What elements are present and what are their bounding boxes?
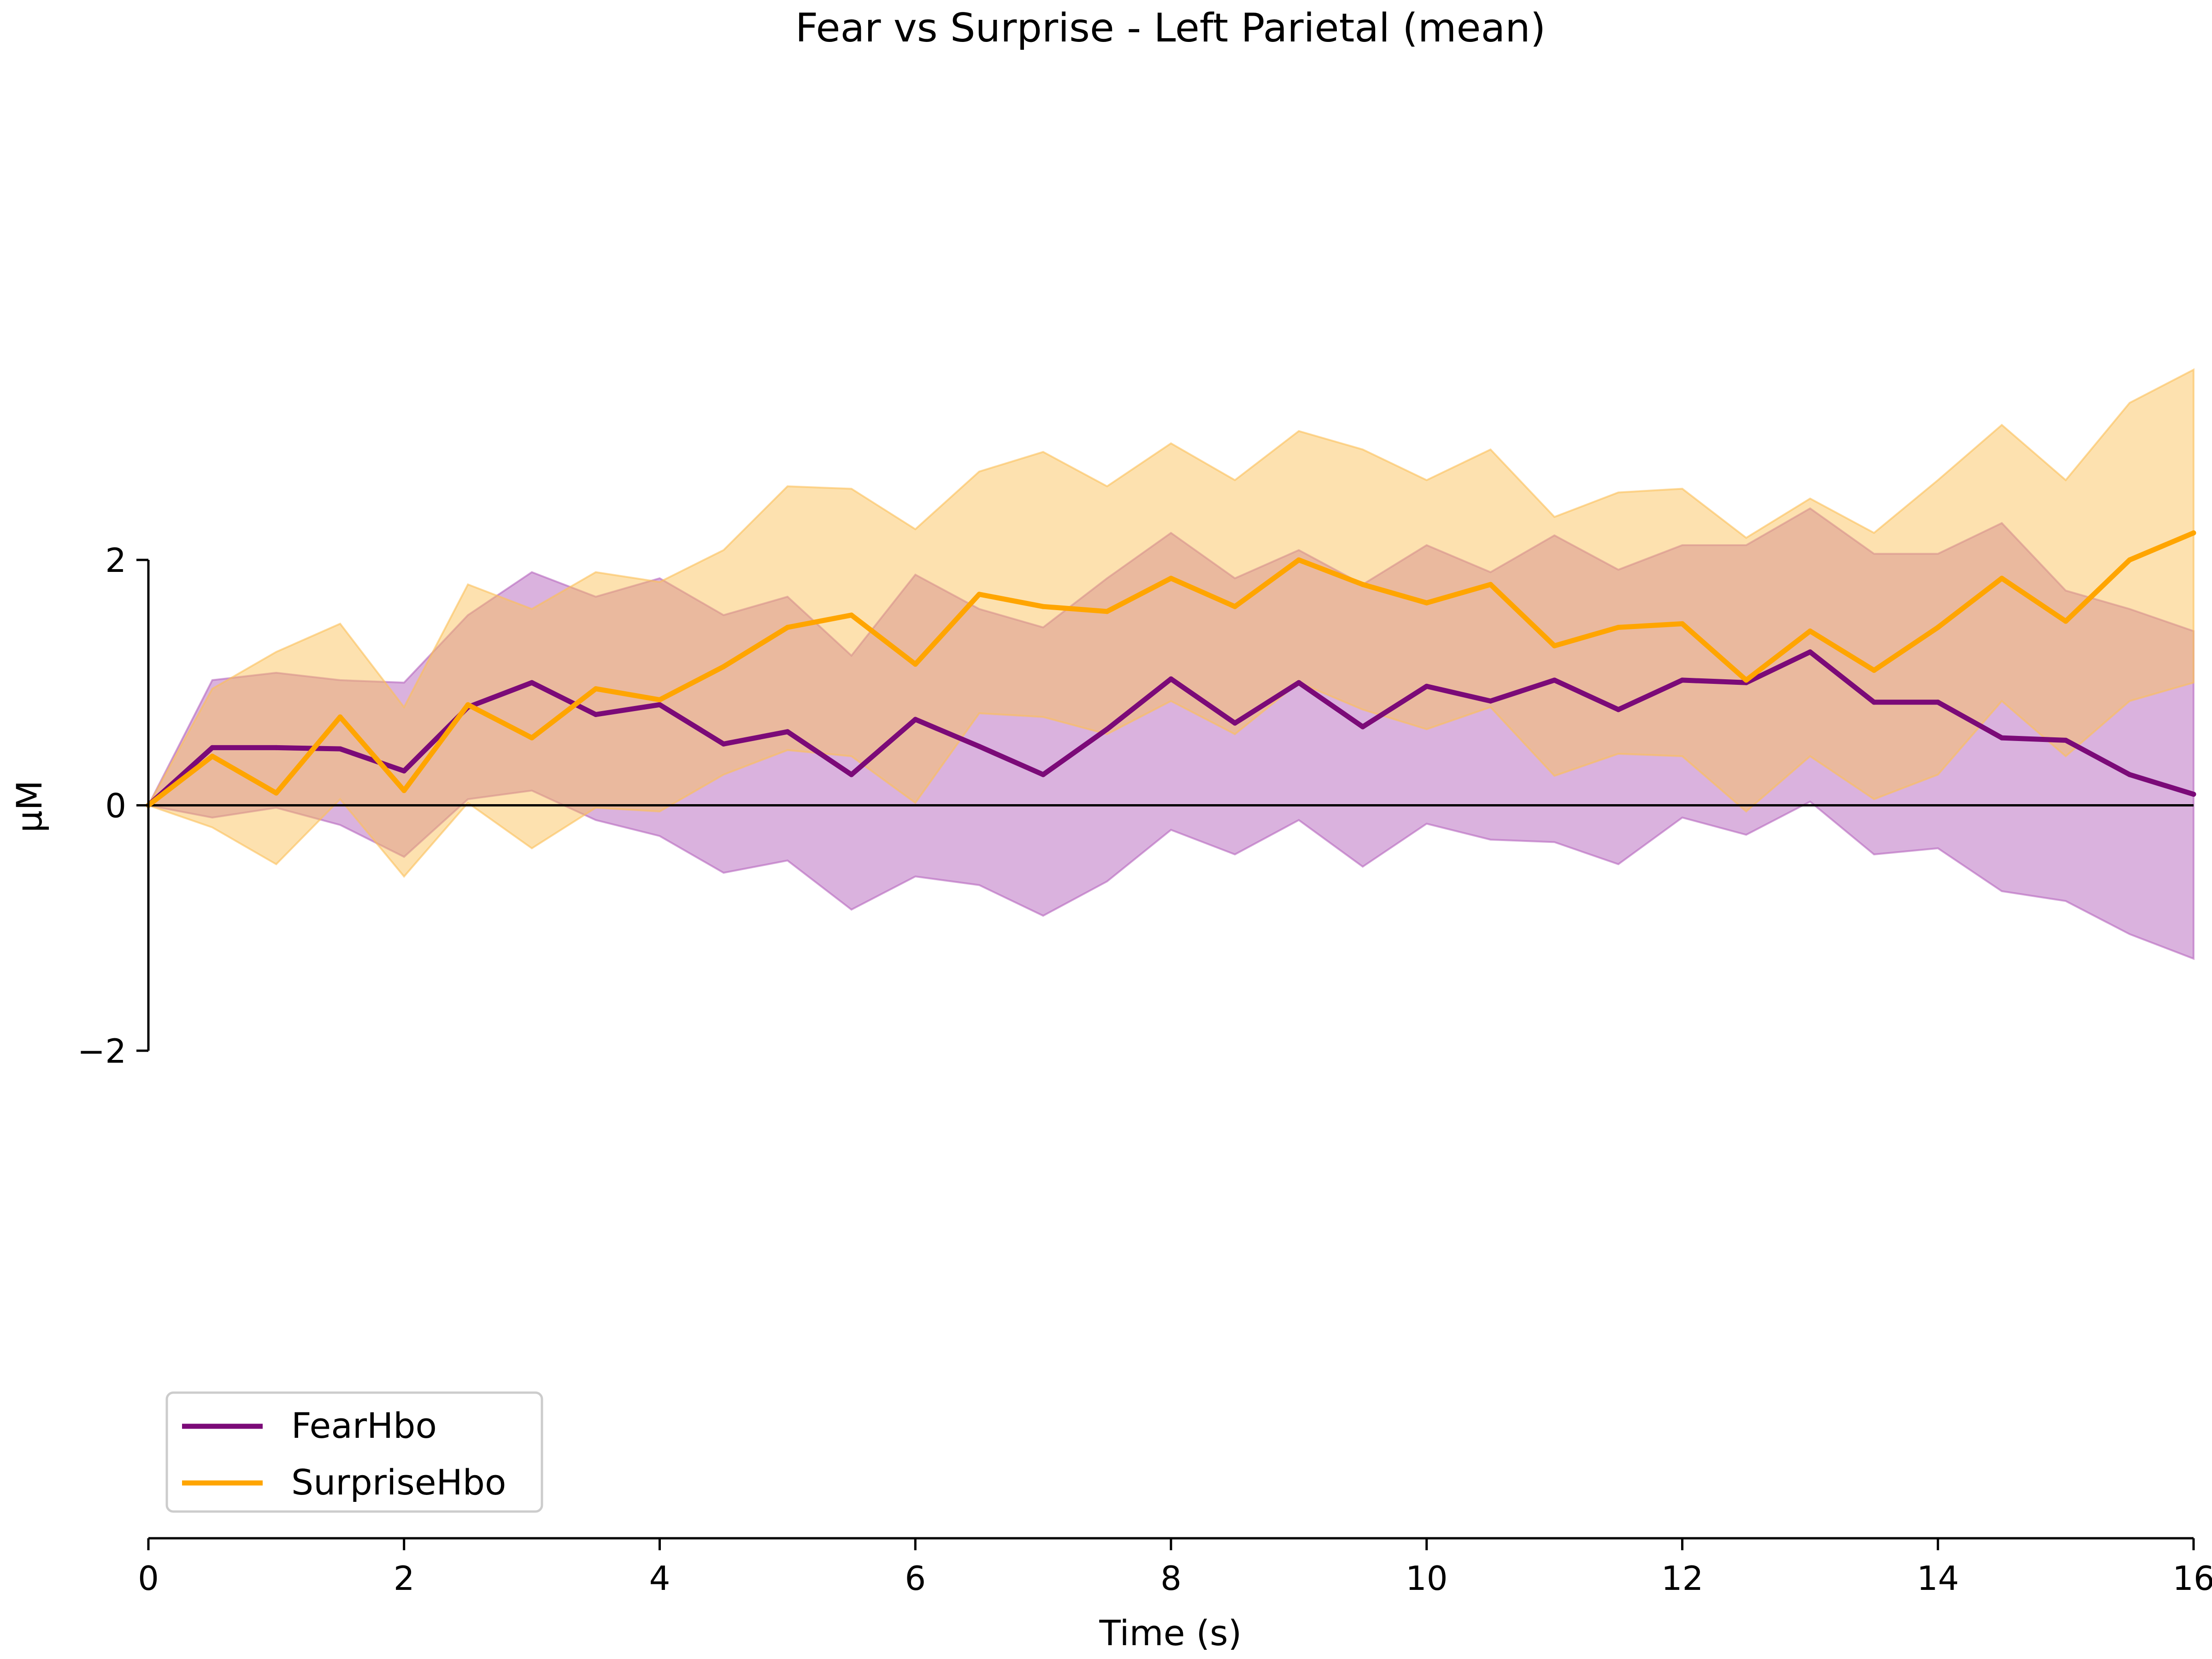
data-point-FearHbo — [1232, 720, 1238, 726]
data-point-SurpriseHbo — [1935, 624, 1941, 630]
legend-label-fear: FearHbo — [291, 1405, 437, 1446]
data-point-SurpriseHbo — [2127, 557, 2132, 563]
data-point-FearHbo — [593, 712, 599, 717]
x-tick-label: 8 — [1160, 1559, 1182, 1598]
data-point-SurpriseHbo — [593, 686, 599, 692]
data-point-FearHbo — [273, 745, 279, 750]
x-tick-label: 16 — [2172, 1559, 2212, 1598]
data-point-SurpriseHbo — [337, 714, 343, 720]
data-point-FearHbo — [1041, 772, 1046, 777]
data-point-FearHbo — [2127, 772, 2132, 777]
data-point-SurpriseHbo — [977, 592, 982, 597]
data-point-SurpriseHbo — [465, 702, 471, 707]
series-lines — [146, 530, 2196, 808]
x-tick-label: 4 — [649, 1559, 671, 1598]
data-point-FearHbo — [1488, 698, 1493, 704]
data-point-FearHbo — [1807, 649, 1813, 655]
data-point-FearHbo — [2191, 792, 2196, 797]
data-point-FearHbo — [1680, 677, 1685, 683]
x-tick-label: 14 — [1917, 1559, 1959, 1598]
data-point-FearHbo — [1935, 700, 1941, 705]
data-point-SurpriseHbo — [657, 697, 662, 702]
data-point-SurpriseHbo — [1360, 582, 1365, 587]
data-point-FearHbo — [1616, 707, 1621, 712]
data-point-SurpriseHbo — [2191, 530, 2196, 535]
x-axis-label: Time (s) — [1099, 1612, 1241, 1653]
x-tick-label: 2 — [394, 1559, 415, 1598]
data-point-SurpriseHbo — [1807, 628, 1813, 634]
data-point-SurpriseHbo — [1104, 609, 1110, 614]
data-point-SurpriseHbo — [1999, 576, 2005, 581]
data-point-FearHbo — [337, 746, 343, 752]
data-point-SurpriseHbo — [401, 788, 407, 793]
data-point-FearHbo — [721, 741, 726, 747]
data-point-SurpriseHbo — [1616, 624, 1621, 630]
data-point-SurpriseHbo — [1424, 600, 1430, 606]
data-point-SurpriseHbo — [912, 661, 918, 667]
data-point-FearHbo — [1871, 700, 1877, 705]
data-point-SurpriseHbo — [785, 624, 790, 630]
x-axis: 0 2 4 6 8 10 12 14 16 — [138, 1537, 2212, 1598]
legend-label-surprise: SurpriseHbo — [291, 1462, 506, 1503]
data-point-FearHbo — [401, 768, 407, 774]
x-tick-label: 12 — [1661, 1559, 1704, 1598]
data-point-FearHbo — [785, 729, 790, 735]
data-point-FearHbo — [1552, 677, 1557, 683]
data-point-SurpriseHbo — [1232, 604, 1238, 609]
data-point-FearHbo — [210, 745, 215, 750]
data-point-SurpriseHbo — [529, 735, 535, 741]
data-point-SurpriseHbo — [1041, 604, 1046, 609]
confidence-band-SurpriseHbo — [147, 368, 2194, 878]
data-point-SurpriseHbo — [1296, 557, 1301, 563]
data-point-FearHbo — [529, 680, 535, 685]
y-axis-label: μM — [9, 780, 50, 833]
data-point-SurpriseHbo — [2063, 618, 2069, 624]
y-tick-label: −2 — [77, 1032, 126, 1071]
x-tick-label: 6 — [905, 1559, 926, 1598]
data-point-SurpriseHbo — [721, 664, 726, 670]
data-point-FearHbo — [977, 744, 982, 749]
confidence-bands — [147, 368, 2194, 960]
data-point-SurpriseHbo — [273, 790, 279, 796]
x-tick-label: 10 — [1406, 1559, 1448, 1598]
data-point-FearHbo — [1360, 724, 1365, 729]
data-point-FearHbo — [1296, 680, 1301, 685]
data-point-SurpriseHbo — [210, 753, 215, 759]
data-point-SurpriseHbo — [1552, 643, 1557, 648]
data-point-SurpriseHbo — [1871, 668, 1877, 673]
data-point-SurpriseHbo — [849, 612, 854, 618]
chart-title: Fear vs Surprise - Left Parietal (mean) — [795, 5, 1546, 51]
data-point-FearHbo — [912, 717, 918, 722]
legend: FearHbo SurpriseHbo — [165, 1391, 543, 1513]
data-point-FearHbo — [1424, 683, 1430, 689]
data-point-FearHbo — [1168, 676, 1174, 682]
data-point-FearHbo — [1999, 735, 2005, 741]
y-tick-label: 0 — [105, 787, 126, 825]
data-point-SurpriseHbo — [1488, 582, 1493, 587]
data-point-FearHbo — [1104, 726, 1110, 732]
y-tick-label: 2 — [105, 541, 126, 580]
data-point-FearHbo — [849, 772, 854, 777]
data-point-FearHbo — [657, 702, 662, 707]
data-point-SurpriseHbo — [1743, 677, 1749, 683]
x-tick-label: 0 — [138, 1559, 159, 1598]
data-point-SurpriseHbo — [1168, 576, 1174, 581]
data-point-FearHbo — [2063, 737, 2069, 743]
data-point-SurpriseHbo — [1680, 621, 1685, 626]
y-axis: −2 0 2 — [77, 541, 150, 1071]
